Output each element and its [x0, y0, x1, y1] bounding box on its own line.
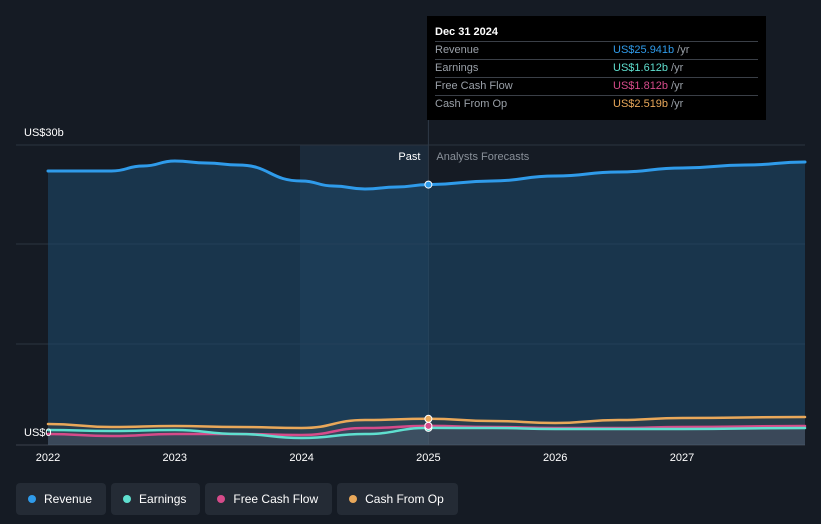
hover-marker — [424, 414, 433, 423]
free-cash-flow-dot-icon — [217, 495, 226, 503]
tooltip-unit: /yr — [671, 62, 684, 74]
tooltip-label: Earnings — [435, 62, 479, 74]
tooltip-unit: /yr — [677, 44, 690, 56]
hover-marker — [424, 421, 433, 430]
series-line — [46, 426, 807, 440]
legend-item-free-cash-flow[interactable]: Free Cash Flow — [205, 483, 333, 515]
x-tick-label: 2026 — [543, 452, 567, 464]
y-tick-label: US$0 — [24, 427, 52, 439]
x-tick-label: 2027 — [670, 452, 694, 464]
tooltip-unit: /yr — [671, 98, 684, 110]
tooltip-unit: /yr — [671, 80, 684, 92]
legend-label: Cash From Op — [365, 492, 444, 506]
series-line — [46, 424, 807, 438]
legend-label: Free Cash Flow — [233, 492, 319, 506]
earnings-dot-icon — [123, 495, 132, 503]
x-tick-label: 2024 — [289, 452, 313, 464]
x-tick-label: 2023 — [163, 452, 187, 464]
chart-legend: Revenue Earnings Free Cash Flow Cash Fro… — [16, 483, 458, 515]
series-area — [48, 425, 805, 445]
tooltip-value: US$1.812b — [613, 80, 669, 92]
earnings-revenue-chart: US$30b US$0 2022 2023 2024 2025 2026 2027 Past An… — [16, 120, 807, 464]
legend-item-revenue[interactable]: Revenue — [16, 483, 107, 515]
tooltip-label: Revenue — [435, 44, 480, 56]
legend-item-cash-from-op[interactable]: Cash From Op — [337, 483, 458, 515]
tooltip-row-earnings: Earnings US$1.612b /yr — [435, 59, 758, 77]
x-tick-label: 2025 — [416, 452, 440, 464]
tooltip-value: US$25.941b — [613, 44, 675, 56]
series-line — [46, 159, 807, 191]
tooltip-value: US$2.519b — [613, 98, 669, 110]
tooltip-value: US$1.612b — [613, 62, 669, 74]
forecast-label: Analysts Forecasts — [436, 151, 529, 163]
series-lines — [46, 159, 807, 440]
revenue-dot-icon — [28, 495, 36, 503]
hover-marker — [424, 180, 433, 189]
series-area — [48, 427, 805, 445]
legend-label: Revenue — [44, 492, 93, 506]
cash-from-op-dot-icon — [349, 495, 358, 503]
hover-tooltip: Dec 31 2024 Revenue US$25.941b /yr Earni… — [427, 16, 766, 120]
tooltip-row-revenue: Revenue US$25.941b /yr — [435, 41, 758, 59]
legend-label: Earnings — [139, 492, 187, 506]
series-areas — [48, 161, 805, 445]
hover-markers — [424, 180, 433, 432]
revenue-area — [48, 161, 805, 445]
series-line — [46, 415, 807, 430]
tooltip-date: Dec 31 2024 — [435, 26, 498, 38]
tooltip-label: Free Cash Flow — [435, 80, 513, 92]
past-label: Past — [398, 151, 420, 163]
tooltip-row-cash-from-op: Cash From Op US$2.519b /yr — [435, 95, 758, 113]
x-tick-label: 2022 — [36, 452, 60, 464]
axis-labels: US$30b US$0 2022 2023 2024 2025 2026 2027 Past An… — [24, 127, 694, 464]
legend-item-earnings[interactable]: Earnings — [111, 483, 201, 515]
tooltip-row-free-cash-flow: Free Cash Flow US$1.812b /yr — [435, 77, 758, 95]
y-tick-label: US$30b — [24, 127, 64, 139]
tooltip-label: Cash From Op — [435, 98, 508, 110]
